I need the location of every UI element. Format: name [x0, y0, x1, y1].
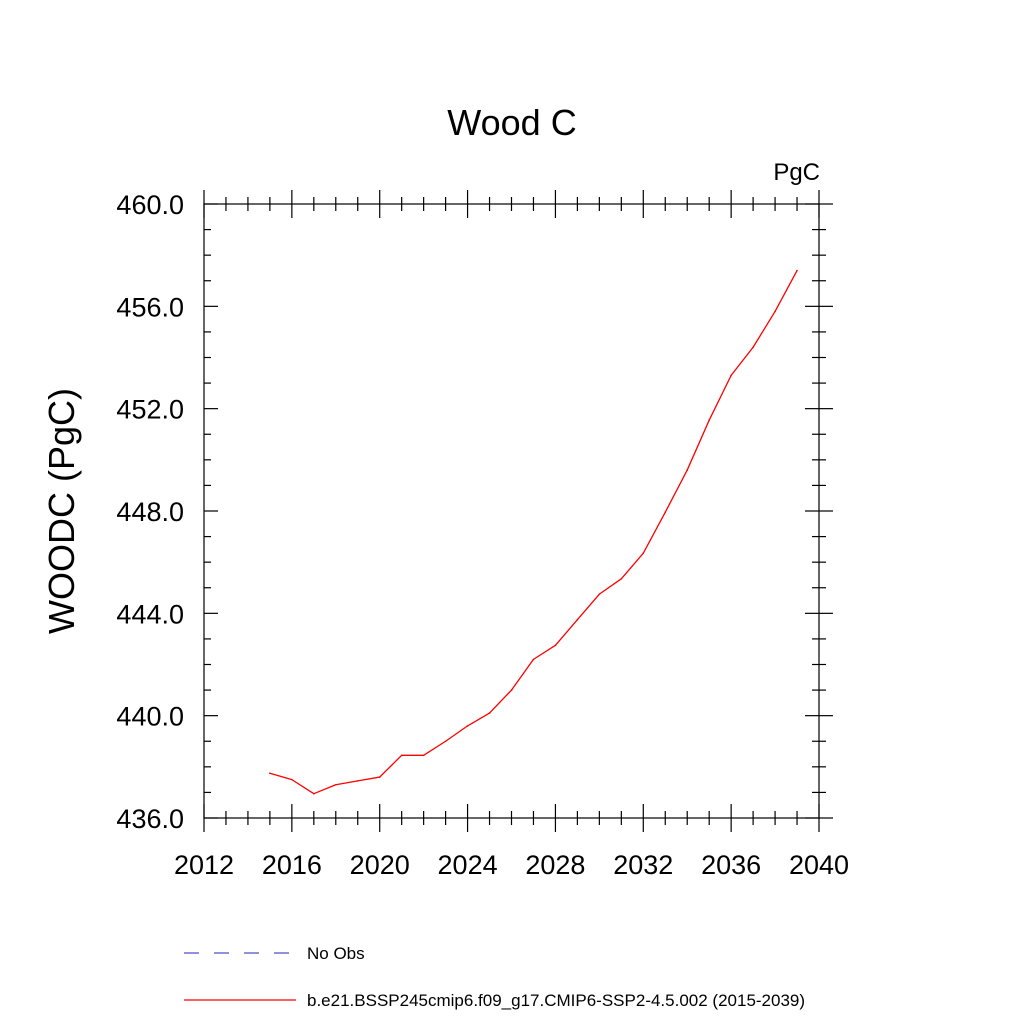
data-point: [466, 725, 469, 727]
y-tick-label: 436.0: [116, 804, 184, 834]
y-tick-label: 440.0: [116, 702, 184, 732]
y-axis-label: WOODC (PgC): [41, 388, 82, 634]
x-tick-label: 2016: [262, 850, 322, 880]
data-point: [620, 577, 623, 580]
units-label: PgC: [773, 159, 820, 186]
data-point: [730, 374, 732, 377]
x-axis-ticks: 2012 2016 2020 2024 2028 2032 2036 2040: [174, 190, 849, 880]
x-tick-label: 2024: [438, 850, 498, 880]
data-point: [664, 511, 667, 514]
data-point: [642, 552, 645, 555]
data-point: [313, 792, 315, 795]
data-point: [752, 346, 754, 349]
series-layer: [269, 269, 798, 795]
data-point: [356, 780, 359, 782]
data-point: [378, 776, 381, 778]
data-point: [708, 419, 710, 421]
data-point: [686, 469, 689, 471]
series-line: [269, 270, 798, 795]
legend: No Obs b.e21.BSSP245cmip6.f09_g17.CMIP6-S…: [184, 944, 805, 1010]
data-point: [291, 778, 293, 781]
x-tick-label: 2012: [174, 850, 234, 880]
data-point: [444, 740, 447, 743]
data-point: [422, 754, 425, 757]
chart-title: Wood C: [447, 102, 576, 143]
data-point: [598, 593, 601, 595]
data-point: [554, 644, 557, 647]
data-point: [269, 772, 271, 775]
legend-label: b.e21.BSSP245cmip6.f09_g17.CMIP6-SSP2-4.…: [307, 991, 805, 1010]
y-tick-label: 452.0: [116, 395, 184, 425]
y-tick-label: 456.0: [116, 292, 184, 322]
data-point: [488, 712, 491, 714]
y-tick-label: 448.0: [116, 497, 184, 527]
data-point: [796, 269, 798, 272]
y-tick-label: 444.0: [116, 599, 184, 629]
x-tick-label: 2032: [613, 850, 673, 880]
y-tick-label: 460.0: [116, 190, 184, 220]
x-tick-label: 2028: [525, 850, 585, 880]
data-point: [774, 310, 776, 313]
data-point: [400, 754, 403, 757]
data-point: [576, 618, 579, 621]
x-tick-label: 2040: [789, 850, 849, 880]
data-point: [334, 783, 337, 786]
data-point: [510, 689, 513, 691]
legend-label: No Obs: [307, 944, 365, 963]
x-tick-label: 2036: [701, 850, 761, 880]
data-point: [532, 658, 535, 661]
plot-frame: [203, 203, 820, 819]
y-axis-ticks: 436.0 440.0 444.0 448.0 452.0 456.0 460.0: [116, 190, 833, 834]
x-tick-label: 2020: [350, 850, 410, 880]
